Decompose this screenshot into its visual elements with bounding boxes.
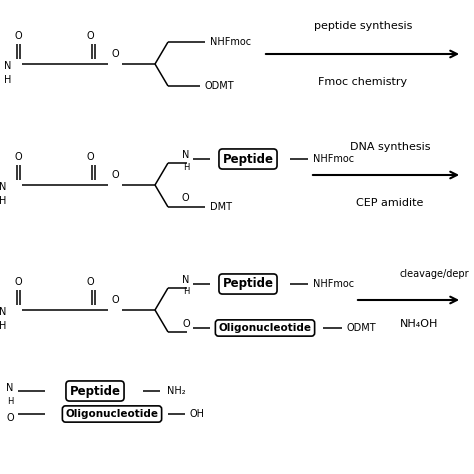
Text: NHFmoc: NHFmoc (210, 37, 251, 47)
Text: O: O (14, 277, 22, 287)
Text: cleavage/depr: cleavage/depr (400, 269, 470, 279)
Text: O: O (86, 31, 94, 41)
Text: DNA synthesis: DNA synthesis (350, 142, 430, 152)
Text: H: H (0, 321, 7, 331)
Text: peptide synthesis: peptide synthesis (314, 21, 412, 31)
Text: O: O (182, 319, 190, 329)
Text: O: O (111, 170, 119, 180)
Text: Oligonucleotide: Oligonucleotide (219, 323, 311, 333)
Text: N: N (182, 150, 190, 160)
Text: NH₂: NH₂ (167, 386, 186, 396)
Text: N: N (4, 61, 12, 71)
Text: H: H (183, 288, 189, 297)
Text: H: H (7, 396, 13, 405)
Text: N: N (0, 182, 7, 192)
Text: Peptide: Peptide (70, 384, 120, 398)
Text: Fmoc chemistry: Fmoc chemistry (319, 77, 408, 87)
Text: O: O (14, 31, 22, 41)
Text: ODMT: ODMT (347, 323, 377, 333)
Text: O: O (111, 49, 119, 59)
Text: NHFmoc: NHFmoc (313, 279, 354, 289)
Text: H: H (183, 163, 189, 172)
Text: H: H (4, 75, 12, 85)
Text: N: N (6, 383, 14, 393)
Text: N: N (0, 307, 7, 317)
Text: ODMT: ODMT (205, 81, 235, 91)
Text: O: O (14, 152, 22, 162)
Text: O: O (111, 295, 119, 305)
Text: O: O (6, 413, 14, 423)
Text: O: O (86, 277, 94, 287)
Text: H: H (0, 196, 7, 206)
Text: O: O (86, 152, 94, 162)
Text: N: N (182, 275, 190, 285)
Text: Oligonucleotide: Oligonucleotide (65, 409, 158, 419)
Text: CEP amidite: CEP amidite (356, 198, 424, 208)
Text: Peptide: Peptide (222, 277, 273, 291)
Text: OH: OH (190, 409, 205, 419)
Text: DMT: DMT (210, 202, 232, 212)
Text: Peptide: Peptide (222, 153, 273, 165)
Text: NHFmoc: NHFmoc (313, 154, 354, 164)
Text: NH₄OH: NH₄OH (400, 319, 438, 329)
Text: O: O (181, 193, 189, 203)
